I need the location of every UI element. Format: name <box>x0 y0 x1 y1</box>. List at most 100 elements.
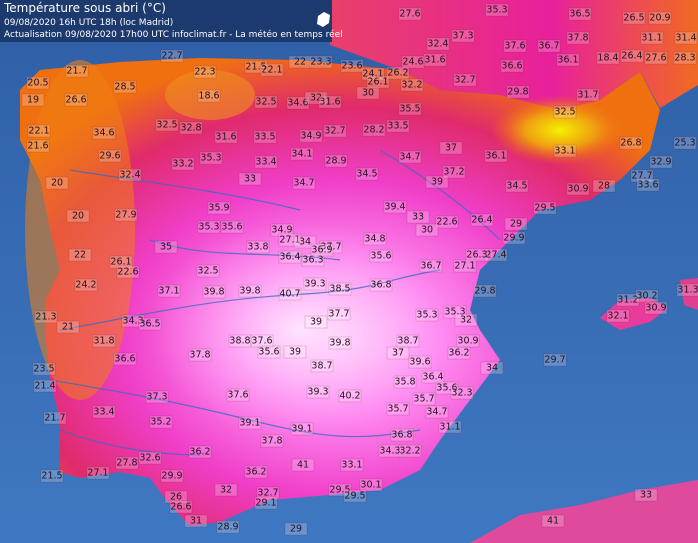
sardinia-edge <box>680 278 698 310</box>
station-box <box>356 86 380 100</box>
station-box <box>616 293 640 307</box>
station-box <box>116 265 140 279</box>
station-box <box>179 121 203 135</box>
station-box <box>26 139 50 153</box>
station-temp: 36.8 <box>370 280 391 291</box>
station-temp: 38.7 <box>311 361 332 372</box>
station-temp: 36.4 <box>279 252 300 263</box>
station-temp: 22.3 <box>194 67 215 78</box>
station-box <box>238 172 262 186</box>
station-box <box>254 95 278 109</box>
station-temp: 31.1 <box>439 422 460 433</box>
station-box <box>553 105 577 119</box>
station-box <box>359 478 383 492</box>
station-temp: 26.2 <box>387 68 408 79</box>
station-temp: 34.9 <box>271 225 292 236</box>
station-box <box>290 147 314 161</box>
station-temp: 36.2 <box>448 348 469 359</box>
station-box <box>323 124 347 138</box>
station-temp: 31.6 <box>215 132 236 143</box>
station-box <box>291 458 315 472</box>
station-temp: 21.6 <box>27 141 48 152</box>
station-temp: 33.1 <box>341 460 362 471</box>
station-temp: 33 <box>244 174 256 185</box>
station-temp: 35.6 <box>436 383 457 394</box>
station-box <box>435 215 459 229</box>
station-box <box>502 231 526 245</box>
station-box <box>199 151 223 165</box>
station-box <box>456 334 480 348</box>
station-temp: 32.7 <box>454 75 475 86</box>
station-box <box>369 278 393 292</box>
station-box <box>216 520 240 534</box>
station-box <box>253 130 277 144</box>
station-temp: 26.6 <box>65 95 86 106</box>
station-temp: 21.3 <box>35 312 56 323</box>
station-temp: 39 <box>310 317 322 328</box>
africa <box>470 480 698 543</box>
station-box <box>278 287 302 301</box>
station-temp: 26.4 <box>621 51 642 62</box>
station-temp: 24.2 <box>75 280 96 291</box>
station-box <box>238 416 262 430</box>
station-temp: 31.2 <box>617 295 638 306</box>
station-box <box>465 248 489 262</box>
station-box <box>56 320 80 334</box>
station-temp: 21.7 <box>44 413 65 424</box>
station-temp: 22.6 <box>436 217 457 228</box>
station-temp: 35.9 <box>208 203 229 214</box>
station-box <box>390 428 414 442</box>
station-temp: 22.1 <box>261 65 282 76</box>
station-box <box>648 11 672 25</box>
station-box <box>473 284 497 298</box>
station-box <box>447 346 471 360</box>
station-box <box>138 451 162 465</box>
station-temp: 29.9 <box>503 233 524 244</box>
station-box <box>65 64 89 78</box>
station-box <box>74 278 98 292</box>
station-box <box>406 210 430 224</box>
station-temp: 27.6 <box>399 9 420 20</box>
station-temp: 18.6 <box>198 91 219 102</box>
station-box <box>649 155 673 169</box>
station-box <box>343 489 367 503</box>
station-temp: 33.4 <box>255 157 276 168</box>
station-box <box>453 73 477 87</box>
station-box <box>566 182 590 196</box>
station-box <box>290 422 314 436</box>
station-temp: 35.6 <box>258 347 279 358</box>
station-box <box>278 250 302 264</box>
station-temp: 32.9 <box>650 157 671 168</box>
station-box <box>121 314 145 328</box>
station-temp: 36.7 <box>420 261 441 272</box>
station-temp: 22 <box>294 57 306 68</box>
station-temp: 38.8 <box>229 336 250 347</box>
station-box <box>396 334 420 348</box>
station-temp: 34.3 <box>379 446 400 457</box>
station-box <box>228 334 252 348</box>
station-temp: 21.4 <box>34 381 55 392</box>
station-temp: 33 <box>640 490 652 501</box>
station-box <box>26 76 50 90</box>
station-box <box>533 201 557 215</box>
station-box <box>484 248 508 262</box>
station-temp: 29 <box>510 219 522 230</box>
station-temp: 33.2 <box>172 159 193 170</box>
station-temp: 30.9 <box>457 336 478 347</box>
station-temp: 24.6 <box>402 57 423 68</box>
station-temp: 36.4 <box>422 372 443 383</box>
station-box <box>503 39 527 53</box>
station-temp: 34 <box>299 237 311 248</box>
station-box <box>484 149 508 163</box>
station-temp: 33.1 <box>554 146 575 157</box>
station-box <box>606 309 630 323</box>
station-temp: 35.3 <box>200 153 221 164</box>
station-box <box>171 157 195 171</box>
station-box <box>43 411 67 425</box>
station-temp: 25.3 <box>674 138 695 149</box>
station-box <box>33 379 57 393</box>
station-box <box>553 144 577 158</box>
station-box <box>338 389 362 403</box>
station-box <box>622 11 646 25</box>
